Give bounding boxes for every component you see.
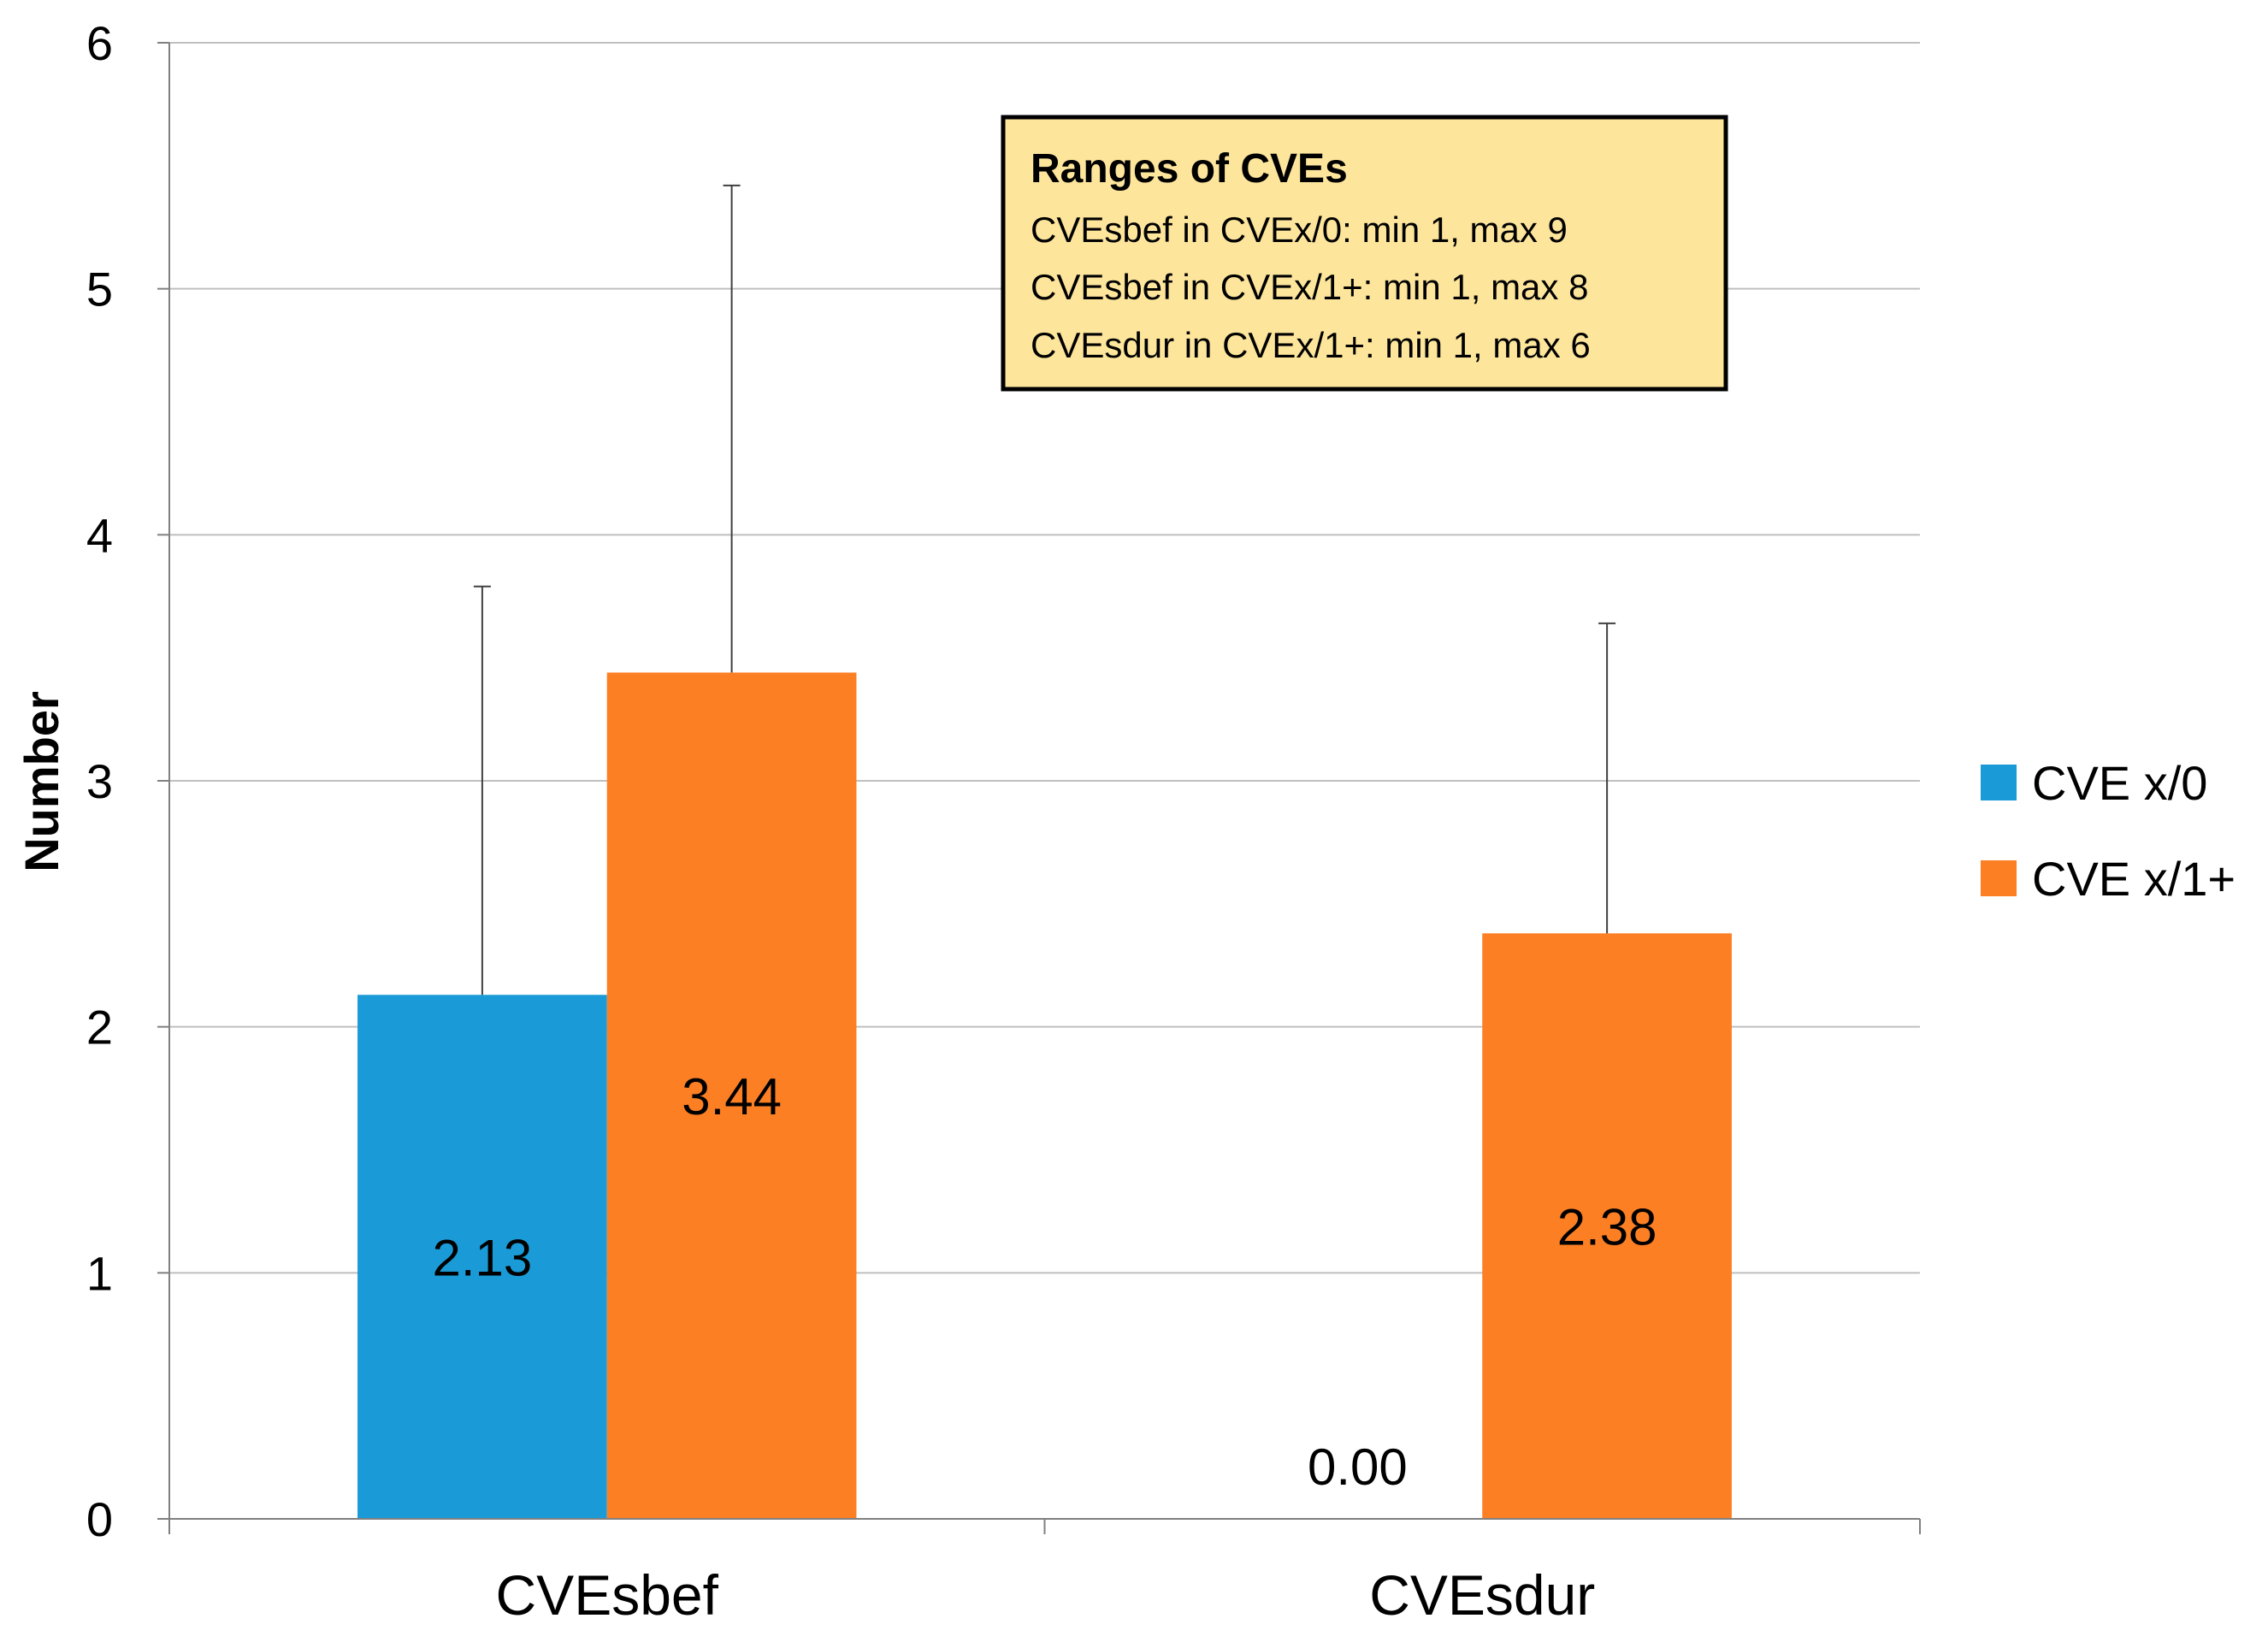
data-label: 2.13 (433, 1230, 533, 1287)
y-tick-label: 0 (86, 1492, 113, 1546)
error-bars (473, 184, 1616, 995)
annotation-title: Ranges of CVEs (1031, 146, 1348, 192)
annotation-box: Ranges of CVEs CVEsbef in CVEx/0: min 1,… (1001, 115, 1728, 392)
annotation-line-1: CVEsbef in CVEx/0: min 1, max 9 (1031, 210, 1568, 250)
legend-swatch (1981, 860, 2017, 896)
annotation-line-2: CVEsbef in CVEx/1+: min 1, max 8 (1031, 267, 1588, 307)
bar (357, 995, 607, 1519)
y-tick-label: 3 (86, 754, 113, 808)
legend: CVE x/0 CVE x/1+ (1981, 756, 2236, 906)
y-tick-label: 5 (86, 263, 113, 316)
data-labels: 2.13 3.44 0.00 2.38 (433, 1068, 1657, 1496)
y-tick-label: 1 (86, 1246, 113, 1300)
annotation-background (1001, 115, 1728, 392)
legend-label: CVE x/1+ (2032, 852, 2236, 906)
data-label: 2.38 (1557, 1199, 1657, 1256)
axes (157, 42, 1921, 1534)
legend-label: CVE x/0 (2032, 756, 2207, 810)
annotation-line-3: CVEsdur in CVEx/1+: min 1, max 6 (1031, 325, 1591, 365)
y-tick-label: 2 (86, 1001, 113, 1054)
bars (357, 672, 1732, 1519)
bar (606, 672, 857, 1519)
y-tick-label: 6 (86, 16, 113, 70)
data-label: 0.00 (1308, 1438, 1408, 1496)
x-category-labels: CVEsbef CVEsdur (496, 1563, 1596, 1627)
data-label: 3.44 (682, 1068, 782, 1125)
x-category-label: CVEsbef (496, 1563, 719, 1627)
x-category-label: CVEsdur (1369, 1563, 1595, 1627)
y-tick-labels: 0 1 2 3 4 5 6 (86, 16, 113, 1546)
legend-swatch (1981, 765, 2017, 800)
y-axis-label: Number (15, 691, 68, 872)
y-tick-label: 4 (86, 508, 113, 562)
bar (1482, 933, 1732, 1519)
